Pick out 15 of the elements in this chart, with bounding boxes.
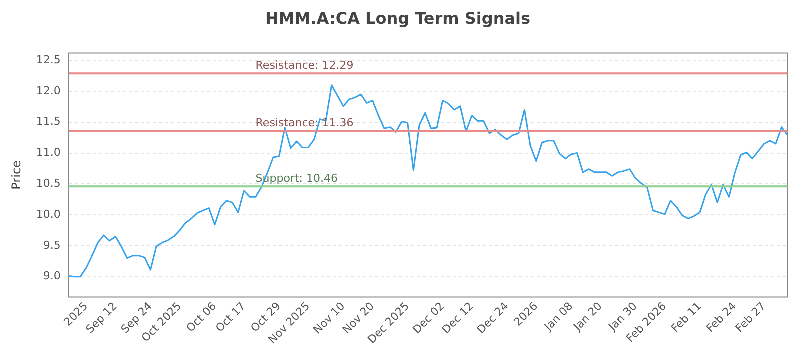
y-tick-label: 10.5 [36, 177, 61, 190]
chart-title: HMM.A:CA Long Term Signals [265, 8, 531, 28]
ref-line-label: Resistance: 11.36 [256, 116, 354, 130]
ref-line-label: Resistance: 12.29 [256, 58, 354, 72]
y-tick-label: 12.5 [36, 53, 61, 66]
y-axis-title: Price [9, 160, 24, 190]
x-tick-label: Feb 11 [668, 300, 704, 336]
y-tick-label: 11.5 [36, 115, 61, 128]
y-tick-label: 9.5 [43, 238, 61, 252]
y-tick-label: 12.0 [36, 84, 61, 98]
x-tick-label: Jan 20 [570, 300, 605, 334]
y-tick-label: 9.0 [43, 270, 61, 283]
y-tick-label: 11.0 [36, 146, 61, 160]
y-tick-label: 10.0 [36, 208, 61, 221]
x-tick-label: Dec 24 [474, 300, 512, 336]
